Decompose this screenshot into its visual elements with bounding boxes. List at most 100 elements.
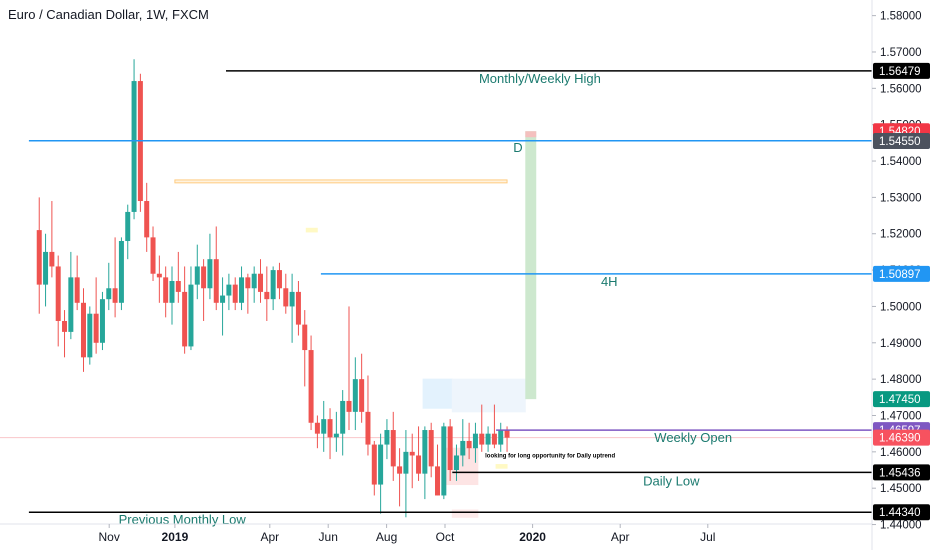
candle-body: [182, 291, 188, 347]
levels-layer: Monthly/Weekly High D 4H Weekly Open Daily L…: [28, 70, 872, 527]
candle-body: [491, 433, 497, 445]
candle-body: [397, 466, 403, 474]
candle-body: [276, 270, 282, 289]
y-tick-label: 1.53000: [880, 192, 922, 204]
level-label: Monthly/Weekly High: [479, 71, 601, 86]
candle-body: [194, 266, 200, 285]
candle-body: [441, 426, 447, 496]
candle-body: [340, 400, 346, 434]
y-tick-label: 1.56000: [880, 83, 922, 95]
candle-body: [333, 433, 339, 438]
candle-body: [327, 419, 333, 438]
chart-title: Euro / Canadian Dollar, 1W, FXCM: [8, 7, 209, 22]
candle-body: [359, 379, 365, 412]
candle-body: [175, 280, 181, 292]
candle-body: [131, 81, 137, 212]
y-tick-label: 1.54000: [880, 156, 922, 168]
zone-rect: [495, 464, 508, 469]
zone-rect: [422, 378, 453, 409]
candles-layer: [36, 59, 510, 518]
candle-body: [321, 419, 327, 434]
y-tick-label: 1.52000: [880, 229, 922, 241]
y-tick-label: 1.57000: [880, 47, 922, 59]
candle-body: [245, 277, 251, 289]
zone-rect: [451, 378, 526, 413]
price-badge-bg: [873, 429, 930, 446]
candle-body: [378, 444, 384, 485]
candle-body: [62, 320, 68, 332]
y-axis: 1.44000 1.45000 1.46000 1.47000 1.48000 1.490…: [871, 0, 932, 550]
candle-body: [504, 430, 510, 438]
candle-body: [289, 291, 295, 307]
candle-body: [352, 379, 358, 412]
level-price-badge-bg: [873, 464, 930, 481]
candle-body: [302, 324, 308, 351]
candle-body: [220, 295, 226, 303]
candle-body: [118, 241, 124, 303]
candle-body: [295, 291, 301, 325]
candle-body: [403, 451, 409, 474]
y-tick-label: 1.58000: [880, 11, 922, 23]
candle-body: [163, 277, 169, 303]
zone-rect: [305, 227, 318, 233]
level-price-badge-bg: [873, 504, 930, 521]
x-tick-label: Apr: [260, 530, 279, 544]
candle-body: [49, 251, 55, 267]
candle-body: [188, 284, 194, 347]
candle-body: [68, 277, 74, 332]
level-price-badge-bg: [873, 62, 930, 79]
x-tick-label: Oct: [436, 530, 455, 544]
x-tick-label: Aug: [376, 530, 397, 544]
level-price-badge-bg: [873, 265, 930, 282]
candle-body: [472, 433, 478, 449]
candle-body: [156, 273, 162, 278]
level-price-badge: 1.44340: [879, 507, 921, 519]
candle-body: [485, 433, 491, 445]
candle-body: [365, 411, 371, 445]
level-price-badge: 1.50897: [879, 269, 921, 281]
price-badge: 1.47450: [879, 394, 921, 406]
price-badge-bg: [873, 133, 930, 150]
y-tick-label: 1.47000: [880, 410, 922, 422]
candle-body: [226, 284, 232, 296]
candle-body: [384, 430, 390, 445]
candle-body: [447, 426, 453, 471]
level-label: Previous Monthly Low: [119, 512, 247, 527]
candle-body: [201, 266, 207, 289]
candle-body: [453, 455, 459, 471]
candle-body: [74, 277, 80, 303]
price-badge-bg: [873, 391, 930, 408]
candle-body: [55, 266, 61, 321]
level-label: 4H: [601, 274, 618, 289]
candle-body: [308, 350, 314, 423]
candle-body: [416, 455, 422, 474]
candle-body: [264, 291, 270, 300]
candle-body: [479, 433, 485, 445]
x-tick-label: Nov: [99, 530, 120, 544]
level-price-badge: 1.56479: [879, 66, 921, 78]
level-label: D: [513, 140, 522, 155]
position-stop-zone: [525, 131, 537, 138]
candle-body: [460, 440, 466, 456]
y-tick-label: 1.45000: [880, 483, 922, 495]
level-price-badge: 1.45436: [879, 467, 921, 479]
position-target-zone: [525, 131, 537, 400]
candle-body: [232, 284, 238, 303]
candle-body: [435, 466, 441, 496]
candle-body: [169, 280, 175, 303]
y-tick-label: 1.50000: [880, 301, 922, 313]
level-label: Weekly Open: [654, 430, 732, 445]
candle-body: [43, 251, 49, 285]
candle-body: [314, 422, 320, 434]
x-tick-label: Jun: [319, 530, 338, 544]
candle-body: [409, 451, 415, 456]
price-badge: 1.46390: [879, 433, 921, 445]
candle-body: [283, 288, 289, 307]
candle-body: [390, 430, 396, 467]
candle-body: [36, 230, 42, 285]
candle-body: [428, 430, 434, 467]
annotation-text: looking for long opportunity for Daily u…: [485, 454, 615, 460]
level-label: Daily Low: [643, 473, 700, 488]
